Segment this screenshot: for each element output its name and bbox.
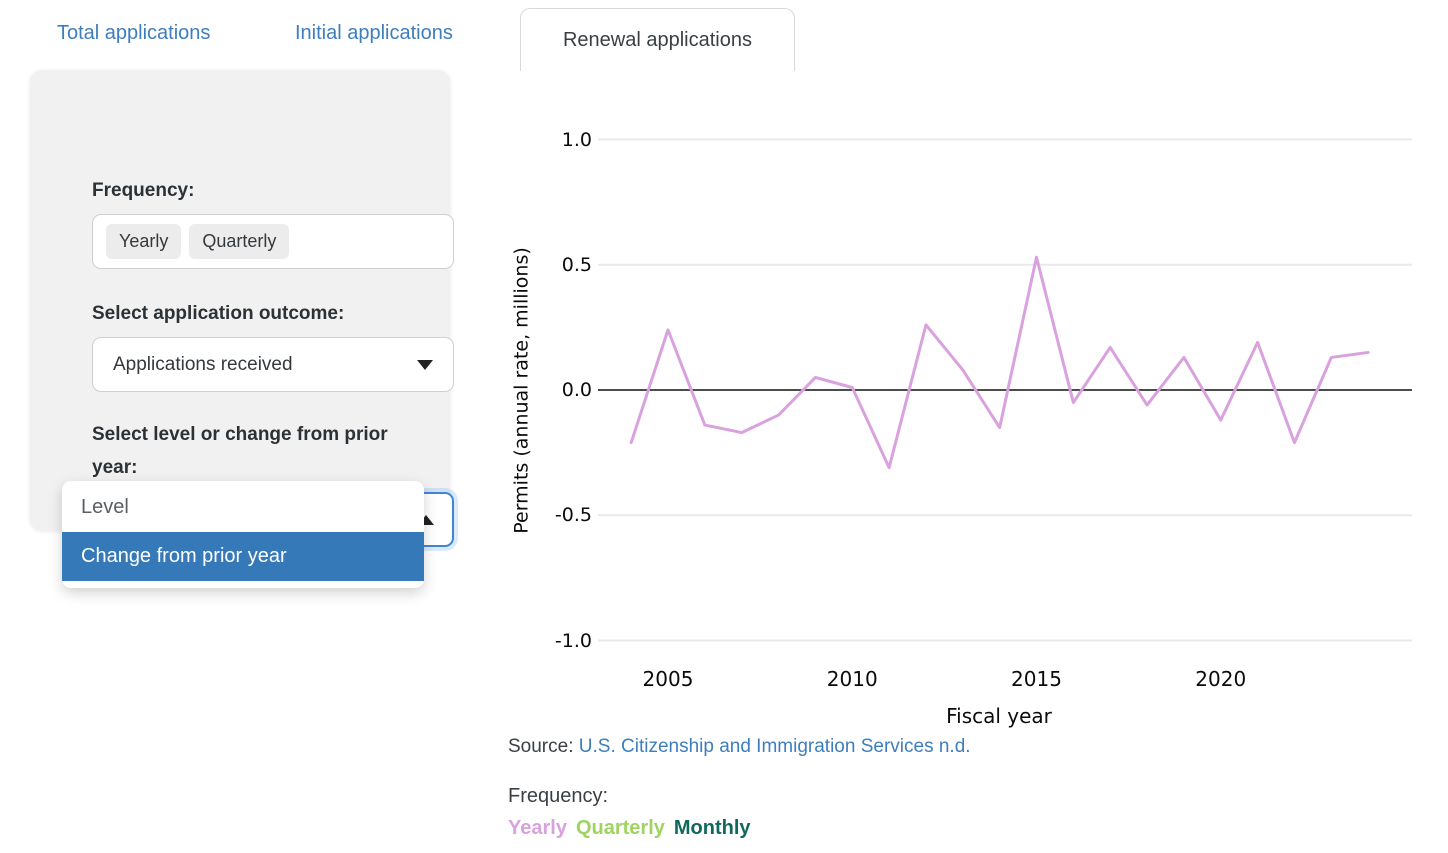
frequency-tag-yearly[interactable]: Yearly <box>106 224 182 259</box>
menu-item-change-from-prior-year[interactable]: Change from prior year <box>62 532 424 581</box>
filter-panel: Frequency: Yearly Quarterly Select appli… <box>30 70 454 547</box>
series-yearly <box>629 255 1370 470</box>
y-axis-title: Permits (annual rate, millions) <box>510 247 533 534</box>
frequency-label: Frequency: <box>92 180 195 201</box>
outcome-select[interactable]: Applications received <box>92 337 454 392</box>
menu-item-level[interactable]: Level <box>81 496 129 518</box>
legend-monthly[interactable]: Monthly <box>673 817 751 839</box>
tab-initial-applications[interactable]: Initial applications <box>295 22 453 44</box>
y-tick-label: 0.0 <box>561 379 592 401</box>
frequency-multiselect[interactable]: Yearly Quarterly <box>92 214 454 269</box>
legend-frequency-caption: Frequency: <box>508 785 609 807</box>
x-tick-label: 2020 <box>1195 667 1247 691</box>
chevron-up-icon <box>418 514 434 525</box>
y-tick-label: -0.5 <box>554 504 592 527</box>
x-tick-label: 2015 <box>1011 667 1062 691</box>
level-label: Select level or change from prior year: <box>92 424 388 478</box>
y-tick-label: 0.5 <box>561 253 592 276</box>
legend-yearly[interactable]: Yearly <box>508 817 567 839</box>
legend-quarterly[interactable]: Quarterly <box>575 817 665 839</box>
outcome-select-value: Applications received <box>113 353 293 375</box>
source-line: Source: U.S. Citizenship and Immigration… <box>508 736 971 758</box>
x-tick-label: 2010 <box>826 667 878 691</box>
y-tick-label: 1.0 <box>561 128 592 151</box>
frequency-legend: Yearly Quarterly Monthly <box>508 817 751 840</box>
source-link[interactable]: U.S. Citizenship and Immigration Service… <box>578 736 971 757</box>
frequency-tag-quarterly[interactable]: Quarterly <box>189 224 290 259</box>
x-axis-title: Fiscal year <box>946 704 1052 728</box>
tab-total-applications[interactable]: Total applications <box>57 22 211 44</box>
tab-renewal-applications[interactable]: Renewal applications <box>520 8 795 71</box>
level-dropdown-menu: Level Change from prior year <box>62 481 424 588</box>
y-tick-label: -1.0 <box>554 629 592 652</box>
x-tick-label: 2005 <box>642 667 694 691</box>
outcome-label: Select application outcome: <box>92 303 345 324</box>
chevron-down-icon <box>417 359 433 370</box>
tab-renewal-label: Renewal applications <box>562 28 752 51</box>
source-prefix: Source: <box>508 736 579 757</box>
